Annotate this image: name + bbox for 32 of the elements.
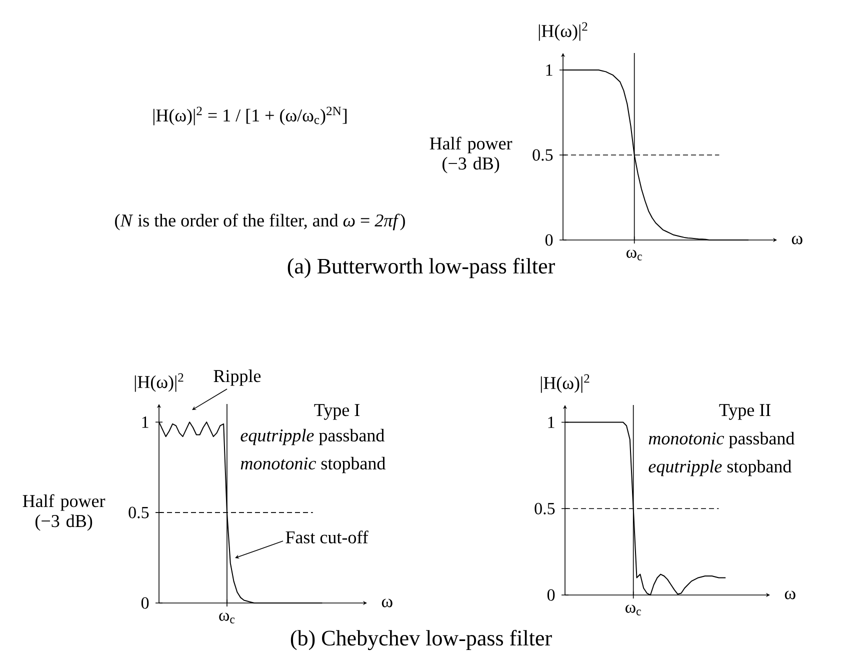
x-tick-label: ω$_{c}$	[626, 604, 641, 616]
text: (b) Chebychev low-pass filter	[290, 630, 552, 650]
annotation: equtripple stopband	[648, 460, 792, 476]
y-axis-title: |H(ω)|$^{2}$	[538, 22, 588, 41]
annotation: Fast cut-off	[286, 530, 368, 544]
annotation: equtripple passband	[240, 428, 384, 446]
y-tick-label: 0.5	[534, 502, 555, 514]
y-tick-label: 0.5	[128, 506, 149, 518]
y-axis-title: |H(ω)|$^{2}$	[134, 373, 184, 392]
y-tick-label: 0	[545, 234, 553, 246]
y-tick-label: 1	[548, 416, 554, 428]
y-tick-label: 0.5	[532, 149, 553, 161]
x-axis-title: ω	[784, 590, 796, 600]
text: Ripple	[214, 369, 261, 386]
y-axis-title: |H(ω)|$^{2}$	[540, 374, 590, 393]
x-tick-label: ω$_{c}$	[219, 612, 235, 624]
y-tick-label: 0	[141, 597, 149, 609]
x-axis-title: ω	[382, 598, 392, 608]
y-tick-label: 1	[142, 416, 148, 428]
text: (N is the order of the filter, and ω = 2πf)	[115, 214, 405, 230]
annotation: monotonic stopband	[240, 456, 386, 474]
y-tick-label: 1	[546, 64, 552, 76]
ref-line-label: Half power (−3 dB)	[22, 494, 106, 531]
x-axis-title: ω	[792, 236, 802, 244]
y-tick-label: 0	[547, 589, 555, 601]
annotation: monotonic passband	[648, 432, 794, 448]
annotation: Type I	[314, 404, 360, 420]
text: |H(ω)|$^{2}$ = 1 / [1 + (ω/ω$_{c}$)$^{2N}$]	[153, 106, 347, 126]
text: Type II	[719, 404, 770, 420]
x-tick-label: ω$_{c}$	[626, 250, 642, 260]
ref-line-label: Half power (−3 dB)	[430, 136, 512, 174]
text: (a) Butterworth low-pass filter	[288, 258, 555, 278]
